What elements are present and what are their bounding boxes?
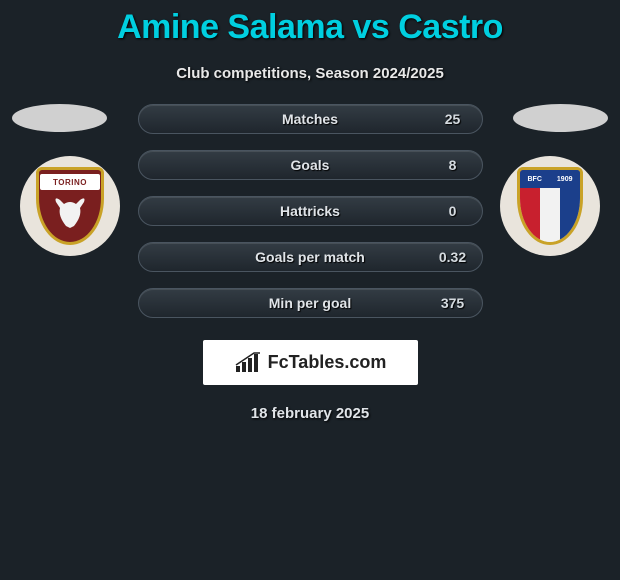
subtitle: Club competitions, Season 2024/2025: [0, 65, 620, 82]
date-label: 18 february 2025: [0, 405, 620, 422]
stat-right-value: 0.32: [424, 249, 482, 265]
stat-label: Goals: [197, 157, 424, 173]
bologna-year: 1909: [557, 176, 573, 183]
torino-bull-icon: [50, 194, 90, 230]
stats-list: Matches 25 Goals 8 Hattricks 0 Goals per…: [138, 104, 483, 318]
stat-right-value: 25: [424, 111, 482, 127]
torino-banner-label: TORINO: [40, 174, 100, 190]
stat-right-value: 8: [424, 157, 482, 173]
stat-row-hattricks: Hattricks 0: [138, 196, 483, 226]
bologna-initials: BFC: [528, 176, 542, 183]
brand-chart-icon: [234, 352, 262, 374]
stat-label: Matches: [197, 111, 424, 127]
right-oval-decor: [513, 104, 608, 132]
stat-row-matches: Matches 25: [138, 104, 483, 134]
stat-right-value: 375: [424, 295, 482, 311]
bologna-shield-icon: BFC 1909: [517, 167, 583, 245]
brand-label: FcTables.com: [268, 352, 387, 373]
stat-row-gpm: Goals per match 0.32: [138, 242, 483, 272]
right-team-crest: BFC 1909: [500, 156, 600, 256]
stat-label: Goals per match: [197, 249, 424, 265]
comparison-content: TORINO BFC 1909 Matches 25 Goa: [0, 104, 620, 422]
stat-right-value: 0: [424, 203, 482, 219]
stat-row-goals: Goals 8: [138, 150, 483, 180]
torino-shield-icon: TORINO: [36, 167, 104, 245]
stat-row-mpg: Min per goal 375: [138, 288, 483, 318]
stat-label: Hattricks: [197, 203, 424, 219]
left-oval-decor: [12, 104, 107, 132]
bologna-top-banner: BFC 1909: [520, 170, 580, 188]
brand-box: FcTables.com: [203, 340, 418, 385]
page-title: Amine Salama vs Castro: [0, 0, 620, 47]
stat-label: Min per goal: [197, 295, 424, 311]
left-team-crest: TORINO: [20, 156, 120, 256]
